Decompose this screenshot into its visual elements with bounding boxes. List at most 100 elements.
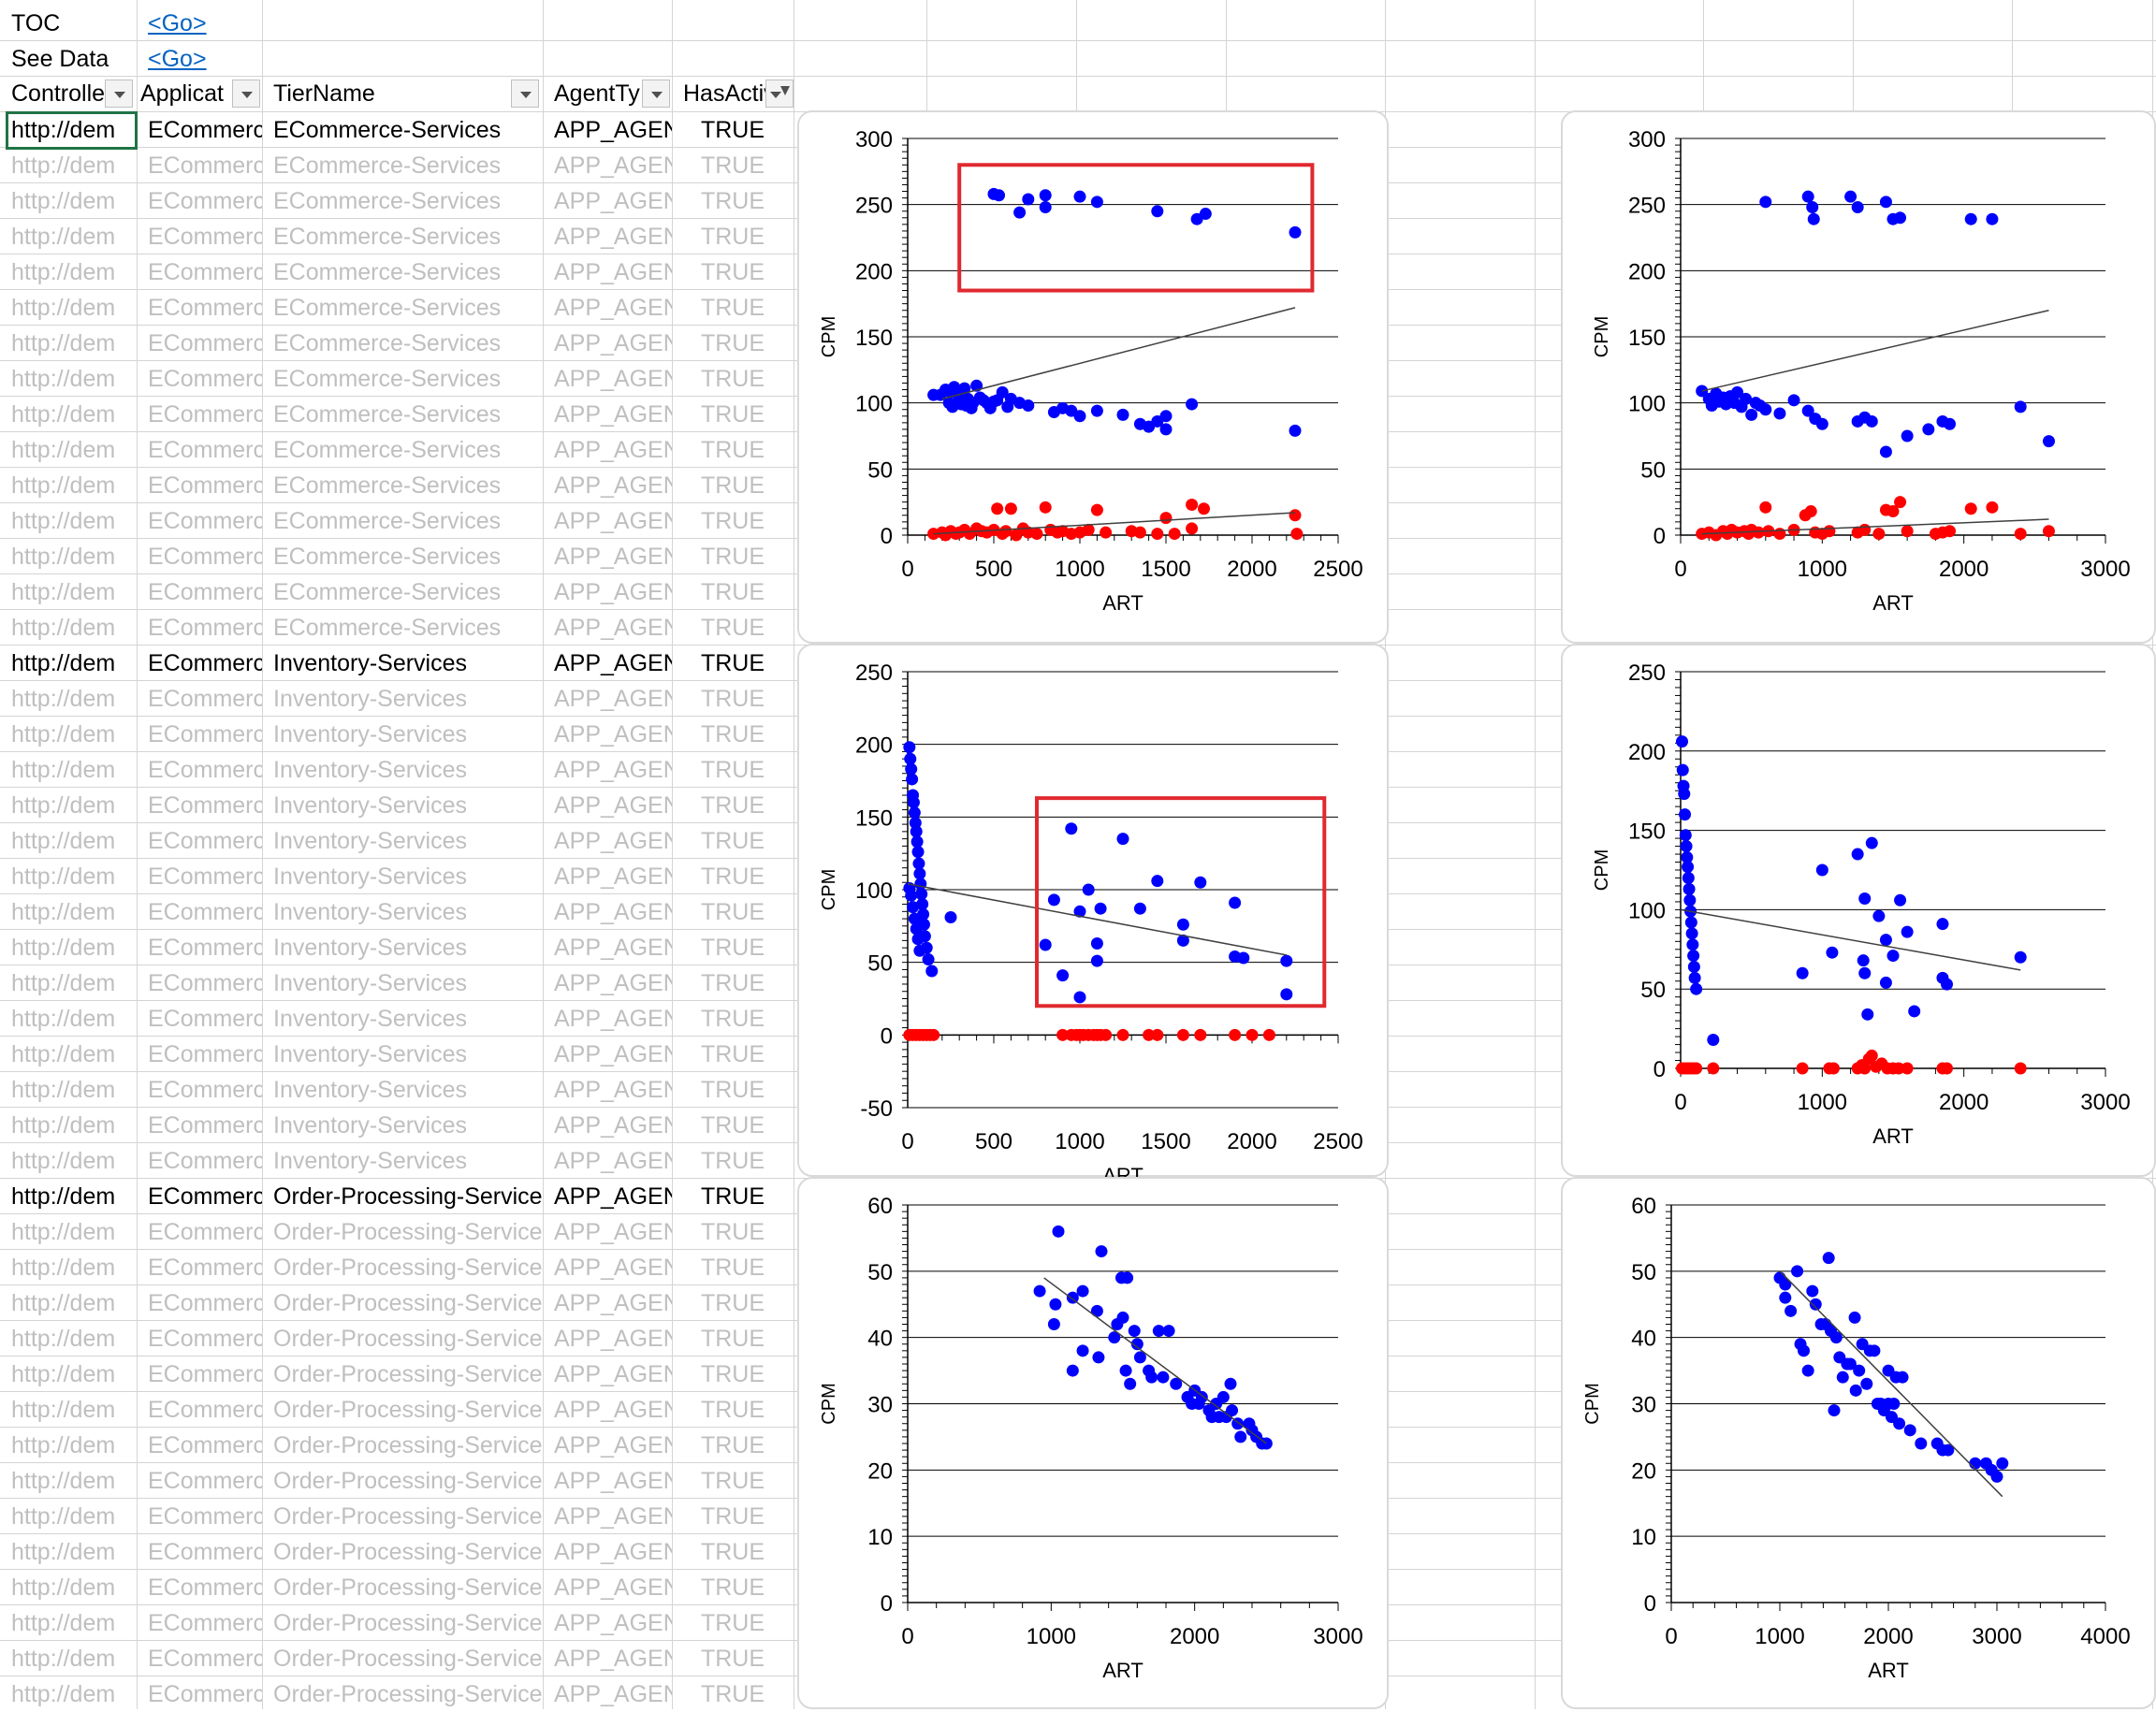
cell-tier-name[interactable]: Inventory-Services [273, 1148, 468, 1174]
scatter-chart-2[interactable]: 0 50 100 150 200 250 300 0 1000 2000 3000 ART CPM [1561, 110, 2156, 644]
cell-controller[interactable]: http://dem [11, 330, 116, 356]
cell-controller[interactable]: http://dem [11, 650, 116, 676]
cell-has-activity[interactable]: TRUE [700, 899, 765, 925]
cell-has-activity[interactable]: TRUE [700, 1681, 765, 1707]
cell-application[interactable]: ECommerce [148, 899, 262, 925]
cell-has-activity[interactable]: TRUE [700, 1574, 765, 1601]
cell-tier-name[interactable]: Order-Processing-Services [273, 1326, 543, 1352]
cell-application[interactable]: ECommerce [148, 224, 262, 250]
cell-has-activity[interactable]: TRUE [700, 224, 765, 250]
filter-has-activity-button[interactable] [765, 80, 794, 108]
cell-application[interactable]: ECommerce [148, 401, 262, 428]
cell-tier-name[interactable]: ECommerce-Services [273, 579, 502, 605]
cell-has-activity[interactable]: TRUE [700, 828, 765, 854]
cell-application[interactable]: ECommerce [148, 1219, 262, 1245]
cell-controller[interactable]: http://dem [11, 1610, 116, 1636]
cell-tier-name[interactable]: Inventory-Services [273, 757, 468, 783]
cell-application[interactable]: ECommerce [148, 1397, 262, 1423]
cell-tier-name[interactable]: Order-Processing-Services [273, 1183, 543, 1210]
cell-controller[interactable]: http://dem [11, 1326, 116, 1352]
cell-tier-name[interactable]: Inventory-Services [273, 828, 468, 854]
cell-application[interactable]: ECommerce [148, 1183, 262, 1210]
cell-tier-name[interactable]: Order-Processing-Services [273, 1574, 543, 1601]
cell-application[interactable]: ECommerce [148, 970, 262, 996]
cell-application[interactable]: ECommerce [148, 1610, 262, 1636]
cell-controller[interactable]: http://dem [11, 1432, 116, 1458]
cell-application[interactable]: ECommerce [148, 1255, 262, 1281]
cell-has-activity[interactable]: TRUE [700, 1255, 765, 1281]
cell-has-activity[interactable]: TRUE [700, 1468, 765, 1494]
cell-tier-name[interactable]: ECommerce-Services [273, 330, 502, 356]
cell-has-activity[interactable]: TRUE [700, 1112, 765, 1139]
cell-application[interactable]: ECommerce [148, 330, 262, 356]
cell-has-activity[interactable]: TRUE [700, 472, 765, 499]
cell-controller[interactable]: http://dem [11, 544, 116, 570]
cell-has-activity[interactable]: TRUE [700, 1183, 765, 1210]
cell-application[interactable]: ECommerce [148, 1006, 262, 1032]
cell-application[interactable]: ECommerce [148, 935, 262, 961]
cell-controller[interactable]: http://dem [11, 686, 116, 712]
cell-has-activity[interactable]: TRUE [700, 1432, 765, 1458]
cell-tier-name[interactable]: ECommerce-Services [273, 437, 502, 463]
cell-application[interactable]: ECommerce [148, 863, 262, 890]
cell-tier-name[interactable]: Inventory-Services [273, 970, 468, 996]
cell-controller[interactable]: http://dem [11, 1468, 116, 1494]
cell-has-activity[interactable]: TRUE [700, 259, 765, 285]
cell-application[interactable]: ECommerce [148, 757, 262, 783]
cell-application[interactable]: ECommerce [148, 188, 262, 214]
cell-application[interactable]: ECommerce [148, 1468, 262, 1494]
filter-application-button[interactable] [232, 80, 260, 108]
cell-controller[interactable]: http://dem [11, 1646, 116, 1672]
cell-has-activity[interactable]: TRUE [700, 1006, 765, 1032]
cell-has-activity[interactable]: TRUE [700, 686, 765, 712]
cell-has-activity[interactable]: TRUE [700, 330, 765, 356]
cell-tier-name[interactable]: ECommerce-Services [273, 295, 502, 321]
cell-has-activity[interactable]: TRUE [700, 650, 765, 676]
cell-controller[interactable]: http://dem [11, 1183, 116, 1210]
cell-has-activity[interactable]: TRUE [700, 295, 765, 321]
cell-controller[interactable]: http://dem [11, 1539, 116, 1565]
scatter-chart-6[interactable]: 0 10 20 30 40 50 60 0 1000 2000 3000 4000 ART CPM [1561, 1177, 2156, 1709]
cell-has-activity[interactable]: TRUE [700, 863, 765, 890]
cell-has-activity[interactable]: TRUE [700, 152, 765, 179]
cell-application[interactable]: ECommerce [148, 544, 262, 570]
cell-has-activity[interactable]: TRUE [700, 117, 765, 143]
cell-application[interactable]: ECommerce [148, 508, 262, 534]
cell-has-activity[interactable]: TRUE [700, 1539, 765, 1565]
cell-controller[interactable]: http://dem [11, 117, 116, 143]
filter-controller-button[interactable] [105, 80, 133, 108]
toc-go-link[interactable]: <Go> [148, 10, 207, 36]
cell-controller[interactable]: http://dem [11, 1219, 116, 1245]
cell-controller[interactable]: http://dem [11, 615, 116, 641]
cell-controller[interactable]: http://dem [11, 1255, 116, 1281]
cell-controller[interactable]: http://dem [11, 188, 116, 214]
cell-application[interactable]: ECommerce [148, 1077, 262, 1103]
cell-tier-name[interactable]: Inventory-Services [273, 721, 468, 747]
cell-controller[interactable]: http://dem [11, 1503, 116, 1530]
scatter-chart-4[interactable]: 0 50 100 150 200 250 0 1000 2000 3000 ART CPM [1561, 644, 2156, 1177]
cell-application[interactable]: ECommerce [148, 1112, 262, 1139]
cell-tier-name[interactable]: Order-Processing-Services [273, 1681, 543, 1707]
cell-application[interactable]: ECommerce [148, 1539, 262, 1565]
cell-has-activity[interactable]: TRUE [700, 792, 765, 819]
cell-tier-name[interactable]: Inventory-Services [273, 686, 468, 712]
cell-tier-name[interactable]: Order-Processing-Services [273, 1432, 543, 1458]
